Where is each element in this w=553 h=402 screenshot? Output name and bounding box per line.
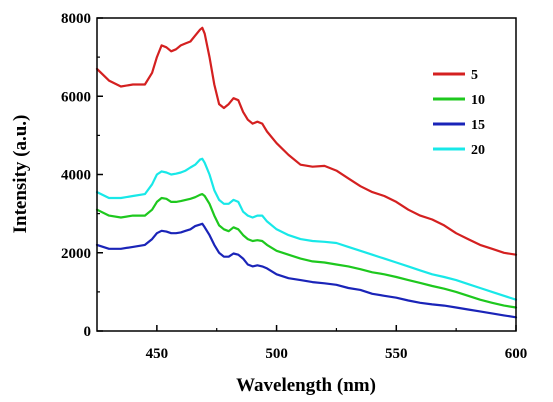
x-axis-title: Wavelength (nm): [236, 375, 376, 396]
x-tick-label: 550: [385, 346, 408, 362]
plot-area: [97, 18, 516, 331]
y-tick-label: 8000: [61, 11, 91, 27]
legend-label-5: 5: [471, 68, 478, 83]
y-tick-label: 0: [84, 324, 92, 340]
y-tick-label: 2000: [61, 246, 91, 262]
x-tick-label: 450: [146, 346, 169, 362]
y-axis-title: Intensity (a.u.): [10, 115, 31, 234]
legend-label-15: 15: [471, 118, 485, 133]
x-tick-label: 600: [505, 346, 528, 362]
series-line-20: [95, 157, 518, 301]
legend-label-20: 20: [471, 143, 485, 158]
series-line-5: [95, 26, 518, 256]
legend-label-10: 10: [471, 93, 485, 108]
x-tick-label: 500: [265, 346, 288, 362]
y-tick-label: 6000: [61, 89, 91, 105]
y-tick-label: 4000: [61, 168, 91, 184]
series-line-10: [95, 193, 518, 309]
series-line-15: [95, 222, 518, 319]
